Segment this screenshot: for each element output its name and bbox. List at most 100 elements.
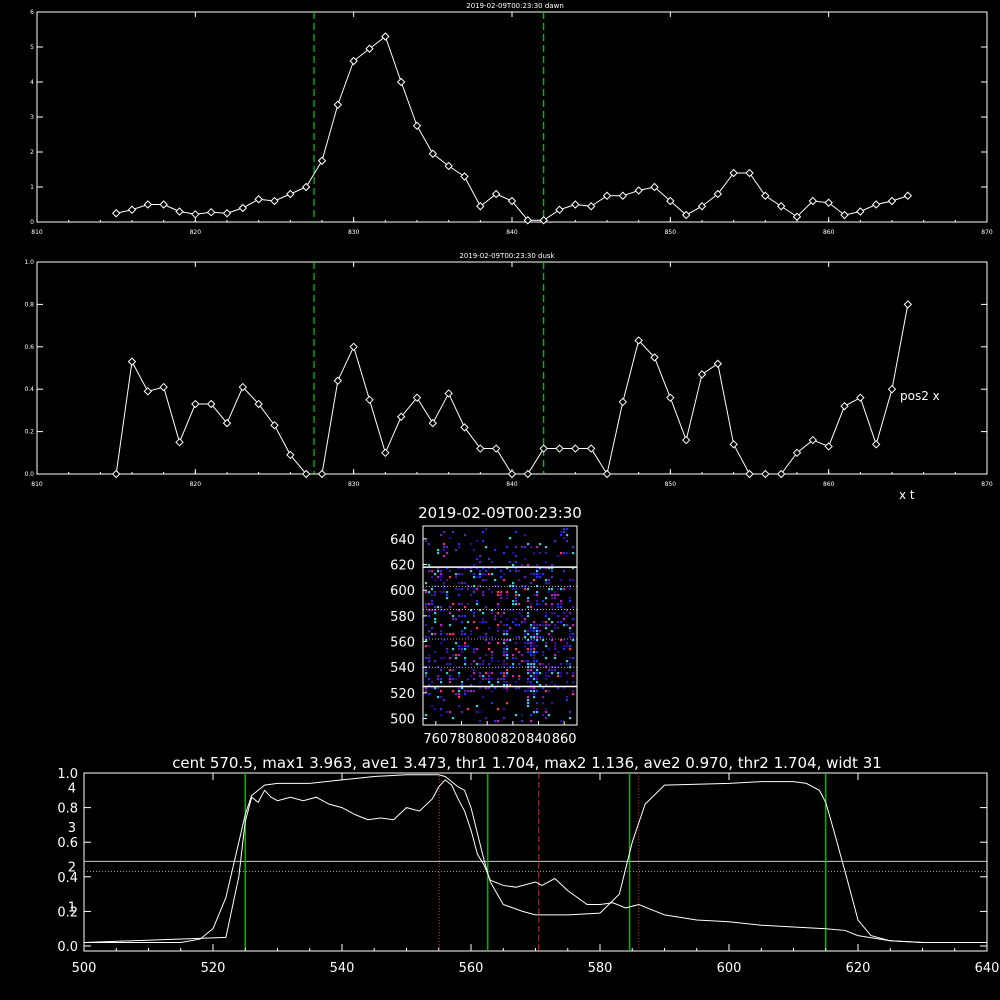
heatmap-cell (437, 576, 440, 579)
heatmap-cell (431, 705, 434, 708)
heatmap-cell (452, 654, 455, 657)
heatmap-cell (527, 642, 530, 645)
heatmap-cell (464, 567, 467, 570)
heatmap-cell (545, 678, 548, 681)
heatmap-cell (551, 621, 554, 624)
heatmap-cell (572, 618, 575, 621)
heatmap-cell (512, 564, 515, 567)
x-tick-label: 850 (665, 481, 677, 488)
diamond-point (586, 202, 596, 211)
diamond-point (523, 216, 533, 225)
heatmap-cell (458, 603, 461, 606)
heatmap-cell (527, 564, 530, 567)
diamond-point (729, 440, 738, 449)
heatmap-cell (446, 546, 449, 549)
profile-hlines (84, 860, 987, 873)
diamond-point (713, 189, 723, 199)
heatmap-cell (431, 603, 434, 606)
heatmap-cell (512, 675, 515, 678)
heatmap-cell (455, 573, 458, 576)
heatmap-title: 2019-02-09T00:23:30 (418, 504, 582, 522)
diamond-point (666, 393, 675, 402)
heatmap-cell (503, 648, 506, 651)
heatmap-cell (548, 588, 551, 591)
heatmap-cell (572, 633, 575, 636)
heatmap-cell (455, 654, 458, 657)
diamond-point (206, 399, 216, 409)
dusk-panel: 2019-02-09T00:23:30 dusk 810 820 830 840 850… (24, 252, 992, 502)
heatmap-cell (542, 663, 545, 666)
heatmap-cell (497, 708, 500, 711)
heatmap-cell (473, 651, 476, 654)
heatmap-cell (557, 627, 560, 630)
heatmap-cell (425, 687, 428, 690)
heatmap-cell (530, 606, 533, 609)
heatmap-cell (464, 534, 467, 537)
heatmap-cell (428, 693, 431, 696)
diamond-point (792, 212, 802, 221)
dawn-panel: 2019-02-09T00:23:30 dawn 810 820 830 840 850… (30, 2, 993, 236)
heatmap-cell (485, 528, 488, 531)
heatmap-cell (497, 612, 500, 615)
diamond-point (349, 342, 358, 352)
heatmap-cell (512, 582, 515, 585)
diamond-point (634, 336, 643, 345)
heatmap-cell (518, 663, 521, 666)
heatmap-cell (434, 612, 437, 615)
heatmap-cell (533, 693, 536, 696)
heatmap-cell (569, 648, 572, 651)
heatmap-cell (488, 663, 491, 666)
heatmap-cell (506, 657, 509, 660)
heatmap-cell (482, 663, 485, 666)
heatmap-cell (425, 672, 428, 675)
heatmap-cell (527, 615, 530, 618)
heatmap-cell (455, 576, 458, 579)
heatmap-cell (548, 579, 551, 582)
heatmap-cell (428, 678, 431, 681)
heatmap-cell (476, 648, 479, 651)
heatmap-cell (506, 597, 509, 600)
heatmap-cell (572, 690, 575, 693)
heatmap-cell (488, 681, 491, 684)
heatmap-x-tick-label: 860 (552, 732, 577, 747)
heatmap-cell (479, 672, 482, 675)
heatmap-cell (476, 627, 479, 630)
heatmap-cell (509, 627, 512, 630)
heatmap-cell (446, 651, 449, 654)
heatmap-cell (506, 624, 509, 627)
heatmap-cell (563, 639, 566, 642)
heatmap-cell (524, 642, 527, 645)
heatmap-cell (542, 639, 545, 642)
heatmap-y-tick-label: 560 (390, 636, 415, 651)
heatmap-cell (509, 639, 512, 642)
heatmap-cell (512, 657, 515, 660)
heatmap-cell (434, 591, 437, 594)
profile-x-tick-label: 540 (330, 961, 355, 976)
heatmap-cell (518, 675, 521, 678)
heatmap-cell (428, 615, 431, 618)
heatmap-cell (569, 663, 572, 666)
heatmap-cell (527, 651, 530, 654)
heatmap-cell (506, 591, 509, 594)
heatmap-cell (506, 633, 509, 636)
heatmap-cell (548, 648, 551, 651)
heatmap-cell (428, 609, 431, 612)
diamond-point (871, 200, 881, 209)
heatmap-cell (503, 684, 506, 687)
heatmap-cell (440, 609, 443, 612)
profile-x-tick-label: 620 (846, 961, 871, 976)
heatmap-cell (542, 714, 545, 717)
heatmap-x-tick-label: 780 (449, 732, 474, 747)
heatmap-cell (554, 627, 557, 630)
heatmap-cell (503, 573, 506, 576)
profile-series (83, 774, 987, 944)
heatmap-cell (533, 579, 536, 582)
heatmap-cell (515, 588, 518, 591)
profile-series-line (84, 774, 987, 944)
diamond-point (191, 210, 200, 219)
heatmap-cell (488, 675, 491, 678)
heatmap-cell (569, 657, 572, 660)
heatmap-cell (440, 570, 443, 573)
heatmap-cell (545, 708, 548, 711)
